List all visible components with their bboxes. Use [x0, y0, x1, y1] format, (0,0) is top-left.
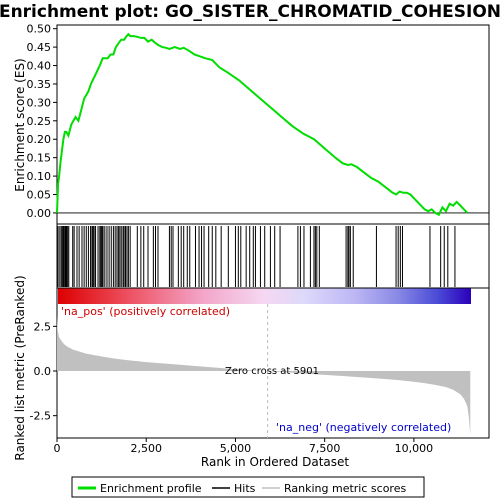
na-neg-label: 'na_neg' (negatively correlated) [276, 421, 451, 434]
metric-y-tick-label: 0.0 [34, 365, 52, 378]
zero-cross-label: Zero cross at 5901 [225, 366, 319, 377]
es-line-layer [56, 32, 489, 217]
metric-y-tick-label: 2.5 [34, 320, 52, 333]
es-y-tick-label: 0.45 [27, 41, 52, 54]
es-y-tick-label: 0.30 [27, 96, 52, 109]
es-y-tick-label: 0.35 [27, 78, 52, 91]
x-axis-label: Rank in Ordered Dataset [201, 455, 349, 469]
legend-enrichment-label: Enrichment profile [100, 482, 202, 495]
legend-hits-label: Hits [234, 482, 256, 495]
legend-box [71, 476, 425, 498]
metric-x-axis: 0 2,500 5,000 7,500 10,000 [54, 438, 434, 455]
es-y-axis-label: Enrichment score (ES) [13, 58, 27, 191]
series-area-ranking-metric [57, 315, 471, 436]
chart-title: Enrichment plot: GO_SISTER_CHROMATID_COH… [0, 2, 500, 22]
hits-layer [57, 226, 456, 287]
es-y-tick-label: 0.05 [27, 189, 52, 202]
es-y-axis: 0.00 0.05 0.10 0.15 0.20 0.25 0.30 0.35 0.40 0.45… [27, 23, 57, 220]
metric-y-tick-label: -2.5 [30, 410, 51, 423]
legend-metric-label: Ranking metric scores [284, 482, 406, 495]
x-tick-label: 5,000 [220, 442, 252, 455]
es-y-tick-label: 0.50 [27, 23, 52, 36]
series-line-enrichment-profile [56, 32, 469, 217]
x-tick-label: 7,500 [309, 442, 341, 455]
metric-y-axis: 2.5 0.0 -2.5 [30, 320, 57, 423]
es-y-tick-label: 0.00 [27, 207, 52, 220]
x-tick-label: 2,500 [130, 442, 162, 455]
es-y-tick-label: 0.25 [27, 115, 52, 128]
x-tick-label: 0 [54, 442, 61, 455]
es-y-tick-label: 0.10 [27, 170, 52, 183]
na-pos-label: 'na_pos' (positively correlated) [61, 305, 230, 318]
hits-panel-frame [56, 223, 490, 289]
rank-colour-bar [58, 288, 471, 304]
metric-y-axis-label: Ranked list metric (PreRanked) [13, 275, 27, 460]
es-panel-frame [56, 24, 490, 225]
es-y-tick-label: 0.20 [27, 133, 52, 146]
es-y-tick-label: 0.40 [27, 60, 52, 73]
metric-area-layer [57, 304, 471, 438]
x-tick-label: 10,000 [395, 442, 434, 455]
es-y-tick-label: 0.15 [27, 152, 52, 165]
